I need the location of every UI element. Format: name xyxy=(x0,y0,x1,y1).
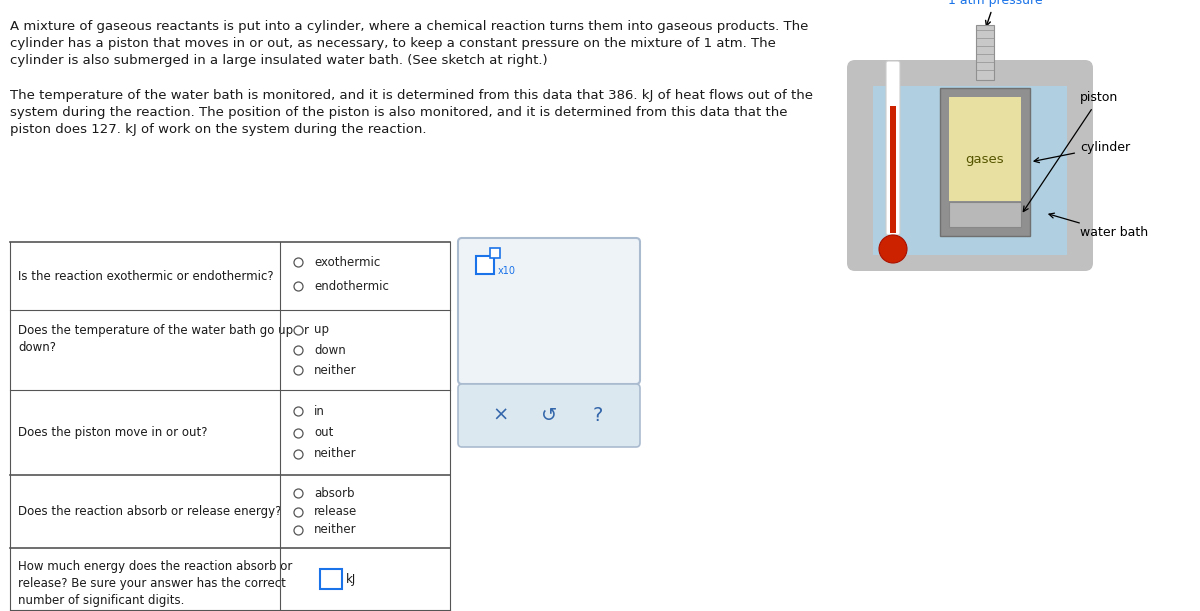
Text: 1 atm pressure: 1 atm pressure xyxy=(948,0,1043,26)
Text: kJ: kJ xyxy=(346,573,356,585)
Text: system during the reaction. The position of the piston is also monitored, and it: system during the reaction. The position… xyxy=(10,106,787,119)
Text: cylinder has a piston that moves in or out, as necessary, to keep a constant pre: cylinder has a piston that moves in or o… xyxy=(10,37,776,50)
Text: neither: neither xyxy=(314,523,356,536)
Text: release: release xyxy=(314,505,358,518)
Bar xyxy=(940,88,1030,236)
Text: ↺: ↺ xyxy=(541,406,557,425)
Bar xyxy=(490,248,500,258)
Bar xyxy=(890,106,896,233)
Text: A mixture of gaseous reactants is put into a cylinder, where a chemical reaction: A mixture of gaseous reactants is put in… xyxy=(10,20,809,33)
FancyBboxPatch shape xyxy=(458,384,640,447)
FancyBboxPatch shape xyxy=(847,60,1093,271)
Text: water bath: water bath xyxy=(1049,213,1148,240)
Circle shape xyxy=(878,235,907,263)
Text: ?: ? xyxy=(593,406,602,425)
Text: ×: × xyxy=(492,406,509,425)
Text: endothermic: endothermic xyxy=(314,279,389,293)
Text: up: up xyxy=(314,323,329,337)
Text: down: down xyxy=(314,343,346,356)
Bar xyxy=(976,25,994,80)
Text: absorb: absorb xyxy=(314,487,354,500)
Text: Does the piston move in or out?: Does the piston move in or out? xyxy=(18,426,208,439)
Text: cylinder is also submerged in a large insulated water bath. (See sketch at right: cylinder is also submerged in a large in… xyxy=(10,54,547,67)
Bar xyxy=(949,97,1021,201)
Text: in: in xyxy=(314,404,325,418)
Text: neither: neither xyxy=(314,447,356,460)
Text: number of significant digits.: number of significant digits. xyxy=(18,594,185,607)
Text: piston does 127. kJ of work on the system during the reaction.: piston does 127. kJ of work on the syste… xyxy=(10,123,426,136)
Bar xyxy=(476,256,494,274)
Text: down?: down? xyxy=(18,341,56,354)
Text: exothermic: exothermic xyxy=(314,255,380,268)
Text: How much energy does the reaction absorb or: How much energy does the reaction absorb… xyxy=(18,560,293,573)
Text: release? Be sure your answer has the correct: release? Be sure your answer has the cor… xyxy=(18,577,286,590)
Text: gases: gases xyxy=(966,153,1004,166)
Text: neither: neither xyxy=(314,364,356,376)
Text: The temperature of the water bath is monitored, and it is determined from this d: The temperature of the water bath is mon… xyxy=(10,89,814,102)
Text: Does the temperature of the water bath go up or: Does the temperature of the water bath g… xyxy=(18,324,310,337)
FancyBboxPatch shape xyxy=(886,61,900,235)
Text: x10: x10 xyxy=(498,266,516,276)
Text: Does the reaction absorb or release energy?: Does the reaction absorb or release ener… xyxy=(18,505,281,518)
Bar xyxy=(320,569,342,589)
Text: out: out xyxy=(314,426,334,439)
Bar xyxy=(949,202,1021,227)
Text: cylinder: cylinder xyxy=(1034,141,1130,163)
Bar xyxy=(874,86,1067,255)
Text: piston: piston xyxy=(1024,92,1118,211)
FancyBboxPatch shape xyxy=(458,238,640,384)
Text: Is the reaction exothermic or endothermic?: Is the reaction exothermic or endothermi… xyxy=(18,269,274,282)
